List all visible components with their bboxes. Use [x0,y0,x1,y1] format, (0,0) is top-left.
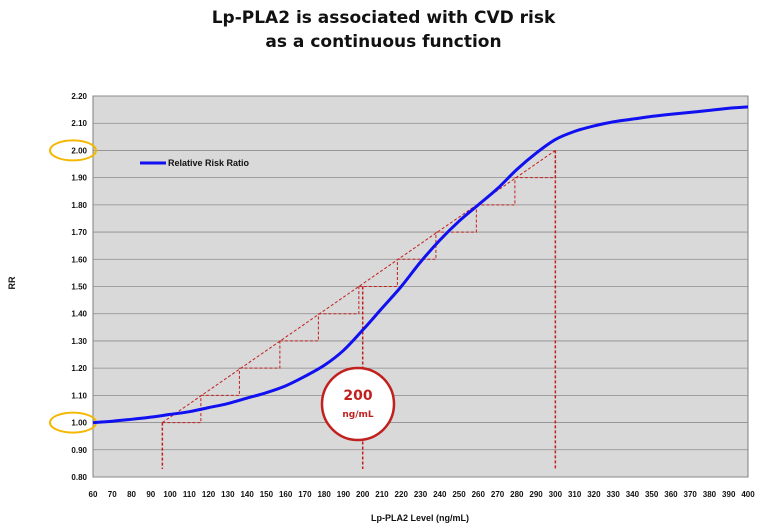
x-tick-label: 210 [375,490,389,499]
x-tick-label: 250 [452,490,466,499]
x-tick-label: 330 [606,490,620,499]
x-tick-label: 400 [741,490,755,499]
x-tick-label: 110 [183,490,196,499]
x-tick-label: 360 [664,490,678,499]
x-tick-label: 270 [491,490,505,499]
x-tick-label: 260 [472,490,486,499]
x-tick-label: 90 [146,490,155,499]
staircase-steps [162,150,556,424]
x-tick-label: 380 [703,490,717,499]
y-tick-label: 1.50 [71,283,87,292]
x-tick-label: 390 [722,490,736,499]
x-tick-label: 80 [127,490,136,499]
y-tick-label: 1.60 [71,255,87,264]
y-tick-label: 1.90 [71,174,87,183]
x-tick-label: 60 [89,490,98,499]
y-tick-label: 1.40 [71,310,87,319]
x-tick-label: 200 [356,490,370,499]
y-tick-label: 0.90 [71,446,87,455]
y-tick-label: 0.80 [71,473,87,482]
y-tick-label: 1.20 [71,364,87,373]
x-tick-label: 230 [414,490,428,499]
series-line-relative-risk-ratio [92,105,749,425]
y-tick-label: 1.30 [71,337,87,346]
x-tick-label: 160 [279,490,293,499]
x-tick-label: 100 [163,490,177,499]
chart-title: Lp-PLA2 is associated with CVD risk as a… [0,6,767,54]
x-tick-label: 310 [568,490,582,499]
x-tick-label: 170 [298,490,312,499]
x-axis-ticks: 60 70 80 90 100 110 120 130 140 150 160 170 180 190 20… [89,490,756,499]
y-axis-ticks: 0.80 0.90 1.00 1.10 1.20 1.30 1.40 1.50 1.60 1.70… [49,92,97,482]
x-tick-label: 130 [221,490,235,499]
x-tick-label: 180 [317,490,331,499]
x-tick-label: 150 [260,490,274,499]
x-tick-label: 300 [549,490,563,499]
x-tick-label: 290 [529,490,543,499]
y-tick-label: 2.00 [71,146,87,155]
chart-title-line-1: Lp-PLA2 is associated with CVD risk [211,8,556,28]
x-axis-label: Lp-PLA2 Level (ng/mL) [371,513,469,523]
callout-value: 200 [343,388,372,404]
y-tick-label: 1.10 [71,391,87,400]
x-tick-label: 190 [337,490,351,499]
y-tick-label: 2.10 [71,119,87,128]
y-tick-label: 1.00 [71,419,87,428]
y-tick-label: 1.70 [71,228,87,237]
legend-label: Relative Risk Ratio [168,158,250,168]
x-tick-label: 340 [626,490,640,499]
x-tick-label: 320 [587,490,601,499]
y-axis-label: RR [7,276,17,289]
x-tick-label: 140 [240,490,254,499]
y-tick-label: 1.80 [71,201,87,210]
x-tick-label: 280 [510,490,524,499]
highlight-ring [49,139,97,162]
x-tick-label: 120 [202,490,216,499]
chart-title-line-2: as a continuous function [265,32,502,52]
callout-circle [320,366,396,442]
callout-badge: 200 ng/mL [320,366,396,442]
x-tick-label: 370 [684,490,698,499]
x-tick-label: 70 [108,490,117,499]
gridlines [93,95,748,478]
x-tick-label: 220 [395,490,409,499]
callout-unit: ng/mL [342,410,374,420]
x-tick-label: 240 [433,490,447,499]
legend: Relative Risk Ratio [140,158,250,168]
x-tick-label: 350 [645,490,659,499]
y-tick-label: 2.20 [71,92,87,101]
